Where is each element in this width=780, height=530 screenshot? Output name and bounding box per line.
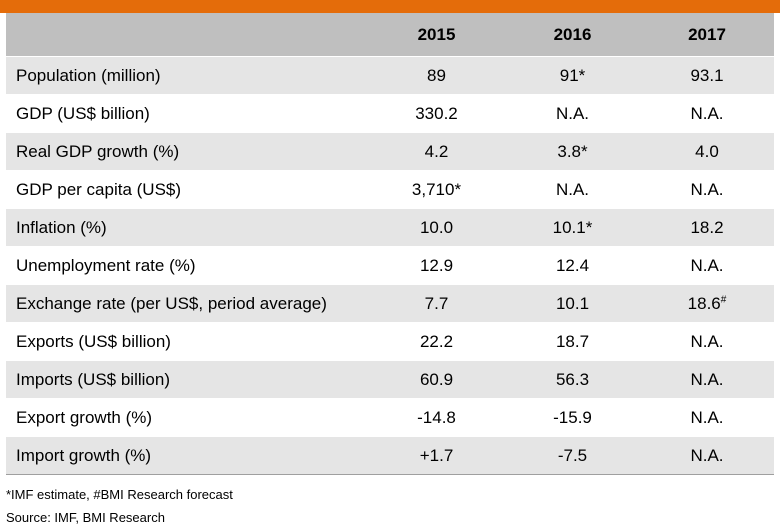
- row-value-2016: 3.8*: [505, 132, 640, 171]
- row-label: Exchange rate (per US$, period average): [6, 284, 368, 323]
- table-row: GDP (US$ billion) 330.2 N.A. N.A.: [6, 94, 774, 133]
- row-label: Unemployment rate (%): [6, 246, 368, 285]
- row-value-2017: N.A.: [640, 322, 774, 361]
- row-label: GDP (US$ billion): [6, 94, 368, 133]
- row-value-2016: 56.3: [505, 360, 640, 399]
- row-value-2016: -7.5: [505, 436, 640, 475]
- row-value-2015: 4.2: [368, 132, 505, 171]
- footnote-source: Source: IMF, BMI Research: [6, 510, 165, 525]
- row-label: Imports (US$ billion): [6, 360, 368, 399]
- table-row: GDP per capita (US$) 3,710* N.A. N.A.: [6, 170, 774, 209]
- header-year-2017: 2017: [640, 13, 774, 57]
- forecast-mark: #: [720, 293, 727, 305]
- row-value-2015: 22.2: [368, 322, 505, 361]
- row-value-2016: 10.1*: [505, 208, 640, 247]
- row-label: GDP per capita (US$): [6, 170, 368, 209]
- row-value-2017: N.A.: [640, 436, 774, 475]
- row-value-2016: 18.7: [505, 322, 640, 361]
- row-value-2015: -14.8: [368, 398, 505, 437]
- value-text: 18.6: [687, 293, 721, 313]
- row-value-2015: 12.9: [368, 246, 505, 285]
- table-row: Export growth (%) -14.8 -15.9 N.A.: [6, 398, 774, 437]
- row-value-2016: 10.1: [505, 284, 640, 323]
- table-row: Exchange rate (per US$, period average) …: [6, 284, 774, 323]
- row-value-2016: N.A.: [505, 170, 640, 209]
- accent-bar: [0, 0, 780, 13]
- row-value-2016: N.A.: [505, 94, 640, 133]
- row-value-2017: N.A.: [640, 94, 774, 133]
- row-value-2015: 10.0: [368, 208, 505, 247]
- header-year-2016: 2016: [505, 13, 640, 57]
- row-label: Export growth (%): [6, 398, 368, 437]
- row-value-2015: 330.2: [368, 94, 505, 133]
- table-row: Unemployment rate (%) 12.9 12.4 N.A.: [6, 246, 774, 285]
- row-value-2015: 89: [368, 56, 505, 95]
- row-value-2017: 18.2: [640, 208, 774, 247]
- row-label: Exports (US$ billion): [6, 322, 368, 361]
- row-value-2017: 4.0: [640, 132, 774, 171]
- table-row: Imports (US$ billion) 60.9 56.3 N.A.: [6, 360, 774, 399]
- header-year-2015: 2015: [368, 13, 505, 57]
- row-label: Import growth (%): [6, 436, 368, 475]
- row-value-2015: 7.7: [368, 284, 505, 323]
- table-header-row: 2015 2016 2017: [6, 13, 774, 57]
- row-value-2017: N.A.: [640, 398, 774, 437]
- row-value-2015: +1.7: [368, 436, 505, 475]
- row-value-2015: 3,710*: [368, 170, 505, 209]
- table-row: Population (million) 89 91* 93.1: [6, 56, 774, 95]
- table-row: Real GDP growth (%) 4.2 3.8* 4.0: [6, 132, 774, 171]
- row-value-2016: 91*: [505, 56, 640, 95]
- row-value-2017: N.A.: [640, 246, 774, 285]
- footnote-estimate: *IMF estimate, #BMI Research forecast: [6, 487, 233, 502]
- table-row: Import growth (%) +1.7 -7.5 N.A.: [6, 436, 774, 475]
- row-label: Population (million): [6, 56, 368, 95]
- row-value-2016: -15.9: [505, 398, 640, 437]
- header-blank: [6, 13, 368, 57]
- row-value-2016: 12.4: [505, 246, 640, 285]
- row-value-2017: N.A.: [640, 360, 774, 399]
- row-value-2015: 60.9: [368, 360, 505, 399]
- row-value-2017: 93.1: [640, 56, 774, 95]
- table-row: Exports (US$ billion) 22.2 18.7 N.A.: [6, 322, 774, 361]
- row-label: Inflation (%): [6, 208, 368, 247]
- indicators-table: 2015 2016 2017 Population (million) 89 9…: [6, 13, 774, 475]
- row-label: Real GDP growth (%): [6, 132, 368, 171]
- table-row: Inflation (%) 10.0 10.1* 18.2: [6, 208, 774, 247]
- row-value-2017: 18.6#: [640, 284, 774, 323]
- row-value-2017: N.A.: [640, 170, 774, 209]
